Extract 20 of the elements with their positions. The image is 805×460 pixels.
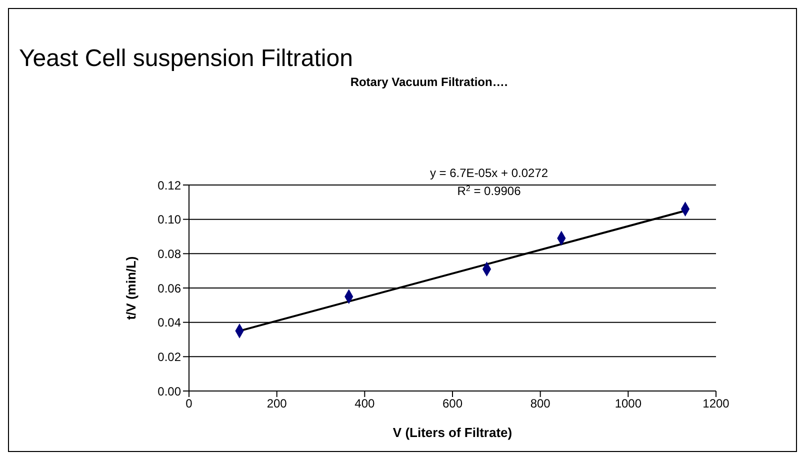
chart-title: Yeast Cell suspension Filtration (19, 45, 353, 73)
y-tick-label: 0.08 (158, 246, 182, 261)
x-tick-label: 0 (186, 396, 193, 411)
y-tick-label: 0.12 (158, 178, 182, 192)
x-tick-label: 1200 (702, 396, 730, 411)
x-tick-label: 1000 (614, 396, 642, 411)
chart-subtitle: Rotary Vacuum Filtration…. (349, 75, 509, 89)
x-axis-title: V (Liters of Filtrate) (392, 425, 512, 440)
y-tick-label: 0.00 (158, 384, 182, 398)
y-tick-label: 0.04 (158, 316, 182, 330)
x-tick-label: 400 (354, 396, 375, 411)
text: y = 6.7E-05x + 0.0272 (430, 166, 548, 180)
x-tick-label: 800 (530, 396, 551, 411)
y-tick-label: 0.02 (158, 350, 182, 364)
y-tick-label: 0.06 (158, 281, 182, 296)
y-axis-title: t/V (min/L) (124, 256, 139, 320)
y-tick-label: 0.10 (158, 212, 182, 227)
annotation: R$^{2}$ = 0.9906 (457, 184, 522, 198)
x-tick-label: 600 (442, 396, 463, 411)
x-tick-label: 200 (266, 396, 288, 411)
